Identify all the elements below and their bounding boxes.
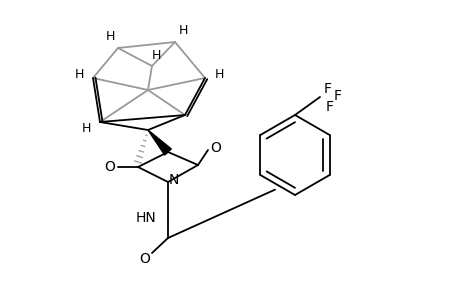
- Text: H: H: [151, 49, 160, 62]
- Text: H: H: [81, 122, 90, 134]
- Text: N: N: [168, 173, 179, 187]
- Text: O: O: [139, 252, 150, 266]
- Text: O: O: [210, 141, 221, 155]
- Polygon shape: [148, 130, 171, 155]
- Text: H: H: [178, 23, 187, 37]
- Text: F: F: [323, 82, 331, 96]
- Text: O: O: [104, 160, 115, 174]
- Text: F: F: [325, 100, 333, 114]
- Text: F: F: [333, 89, 341, 103]
- Text: H: H: [105, 29, 114, 43]
- Text: H: H: [74, 68, 84, 80]
- Text: HN: HN: [135, 211, 156, 225]
- Text: H: H: [214, 68, 223, 80]
